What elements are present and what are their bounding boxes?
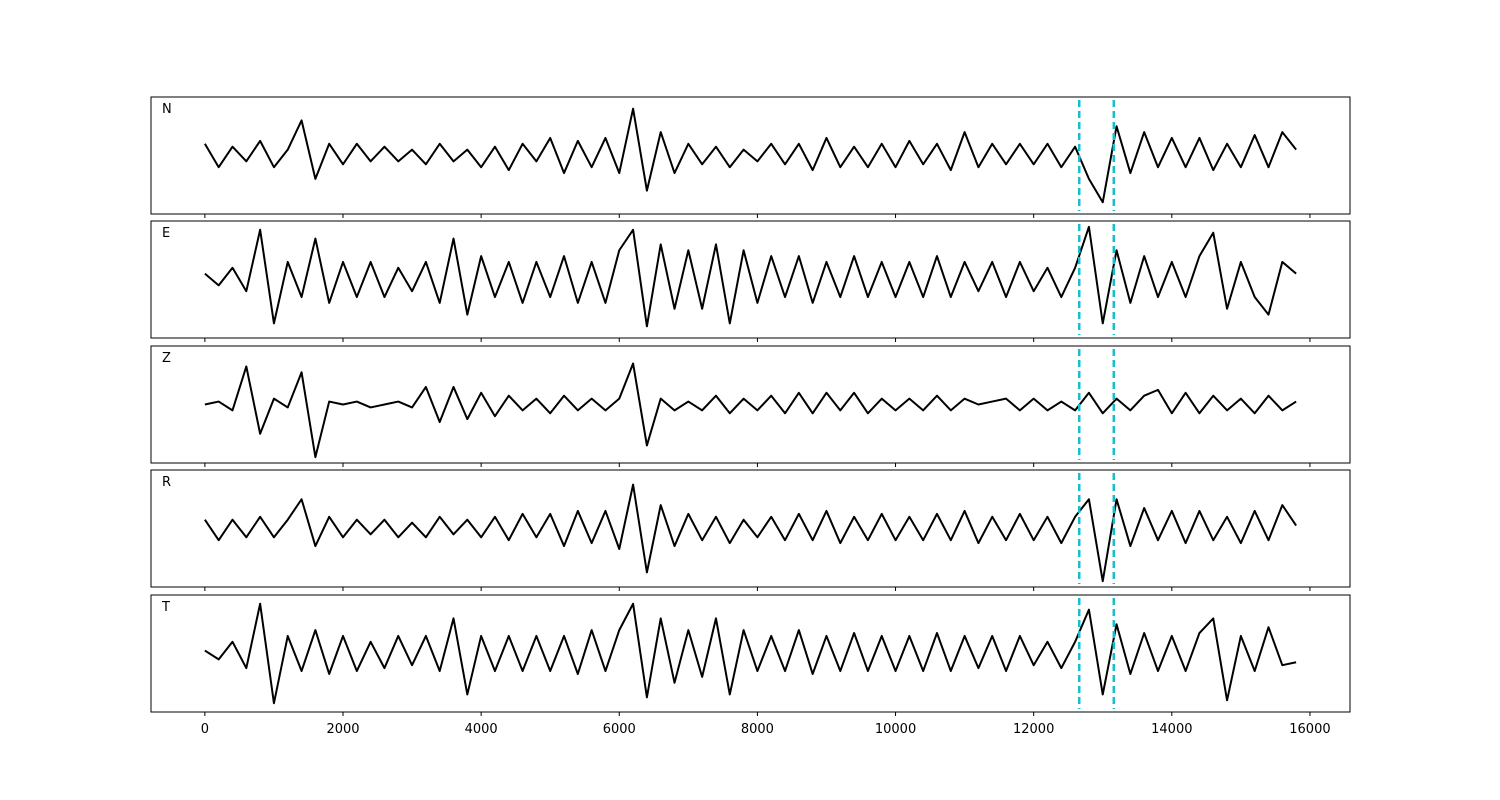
x-tick-label: 12000	[1013, 722, 1054, 737]
panel-frame	[150, 469, 1351, 588]
x-tick-label: 2000	[326, 722, 359, 737]
x-tick-label: 16000	[1289, 722, 1330, 737]
panel-frame	[150, 594, 1351, 713]
trace	[204, 107, 1297, 204]
panel-label: E	[162, 226, 170, 241]
x-tick-label: 10000	[875, 722, 916, 737]
panel-frame	[150, 220, 1351, 339]
trace	[204, 602, 1297, 705]
x-tick-label: 8000	[741, 722, 774, 737]
panel-label: T	[161, 600, 170, 615]
x-tick-label: 0	[201, 722, 209, 737]
x-tick-label: 6000	[603, 722, 636, 737]
trace	[204, 225, 1297, 328]
panel-frame	[150, 345, 1351, 464]
trace	[204, 362, 1297, 459]
panel-label: Z	[162, 351, 171, 366]
panel-label: R	[162, 475, 171, 490]
x-tick-label: 4000	[465, 722, 498, 737]
panel-label: N	[162, 102, 172, 117]
x-tick-label: 14000	[1151, 722, 1192, 737]
trace	[204, 483, 1297, 583]
panel-frame	[150, 96, 1351, 215]
